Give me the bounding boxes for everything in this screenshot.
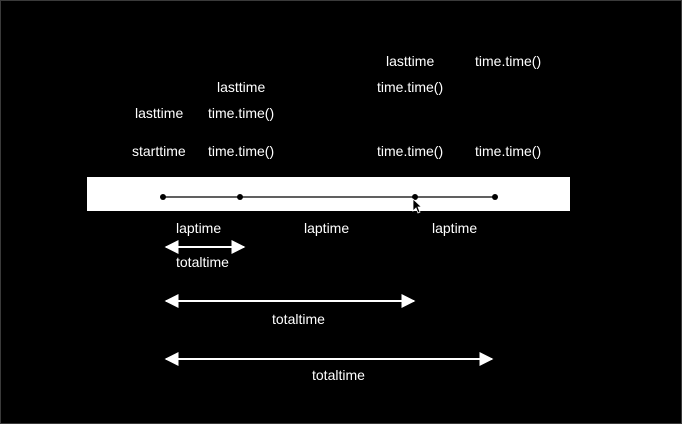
totaltime-label-2: totaltime	[272, 311, 325, 327]
mouse-pointer-icon	[412, 198, 422, 214]
lasttime-label-2: lasttime	[217, 79, 266, 95]
time-call-label-1: time.time()	[208, 143, 275, 159]
time-call-label-3: time.time()	[475, 143, 542, 159]
timeline-track	[87, 177, 570, 211]
lasttime-label-3: lasttime	[386, 53, 435, 69]
laptime-label-3: laptime	[432, 220, 478, 236]
laptime-label-2: laptime	[304, 220, 350, 236]
time-call-label-upper: time.time()	[208, 105, 275, 121]
time-call-label-mid: time.time()	[377, 79, 444, 95]
timeline-point-lap2	[412, 194, 418, 200]
laptime-label-1: laptime	[176, 220, 222, 236]
lasttime-label-1: lasttime	[135, 105, 184, 121]
timeline-point-start	[160, 194, 166, 200]
starttime-label: starttime	[132, 143, 186, 159]
time-call-label-top: time.time()	[475, 53, 542, 69]
totaltime-label-1: totaltime	[176, 254, 229, 270]
time-call-label-2: time.time()	[377, 143, 444, 159]
timeline-point-lap3	[492, 194, 498, 200]
totaltime-label-3: totaltime	[312, 367, 365, 383]
timeline-point-lap1	[237, 194, 243, 200]
